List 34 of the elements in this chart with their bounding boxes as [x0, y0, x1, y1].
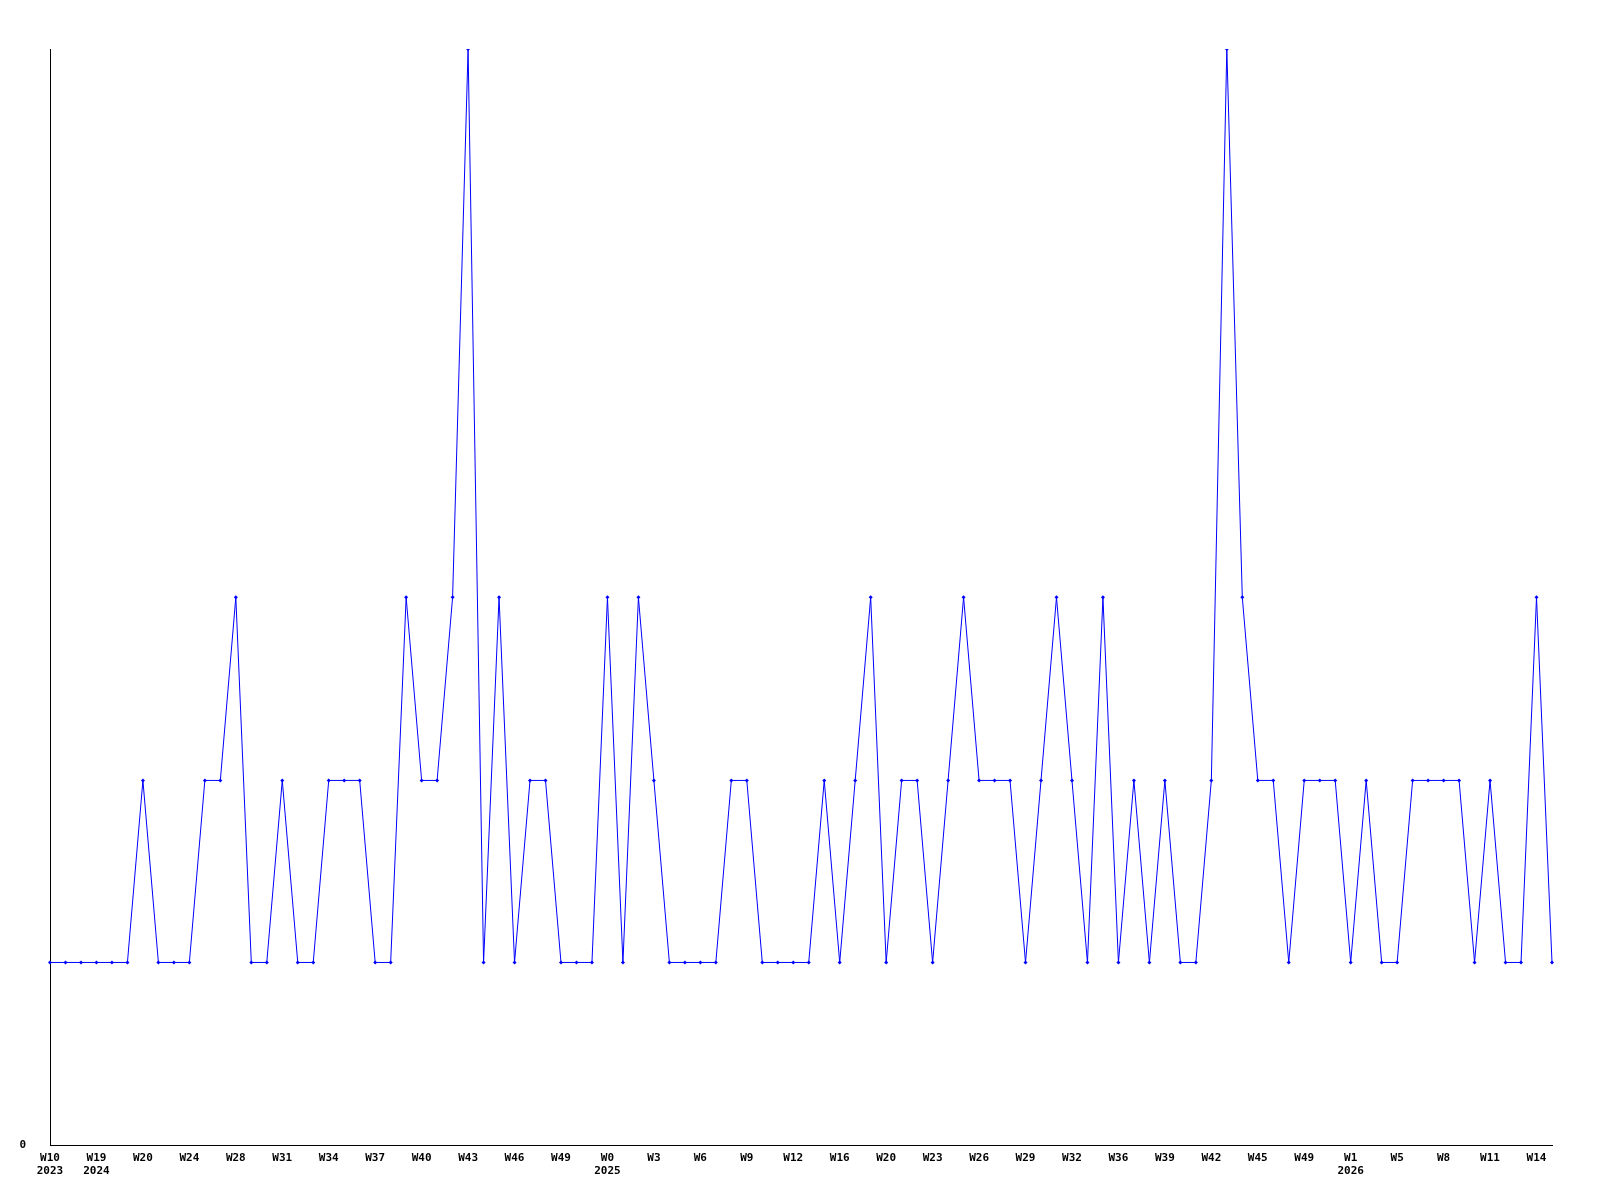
- x-tick-label: W45: [1247, 1151, 1268, 1165]
- x-tick-label: W32: [1062, 1151, 1082, 1165]
- x-tick-label: W0 2025: [594, 1151, 621, 1178]
- x-tick-label: W23: [922, 1151, 943, 1165]
- x-tick-label: W46: [504, 1151, 525, 1165]
- x-tick-label: W29: [1015, 1151, 1036, 1165]
- x-tick-label: W19 2024: [83, 1151, 111, 1178]
- x-tick-label: W9: [740, 1151, 754, 1165]
- x-tick-label: W14: [1526, 1151, 1547, 1165]
- x-tick-label: W24: [179, 1151, 200, 1165]
- x-tick-label: W11: [1480, 1151, 1501, 1165]
- x-tick-label: W10 2023: [36, 1151, 64, 1178]
- x-tick-label: W8: [1436, 1151, 1451, 1165]
- text: 0: [19, 1138, 26, 1152]
- x-tick-label: W31: [272, 1151, 293, 1165]
- x-tick-label: W49: [1294, 1151, 1315, 1165]
- x-tick-label: W42: [1201, 1151, 1222, 1165]
- x-tick-label: W34: [318, 1151, 340, 1165]
- x-tick-label: W43: [458, 1151, 479, 1165]
- x-tick-label: W28: [225, 1151, 246, 1165]
- x-tick-label: W40: [411, 1151, 432, 1165]
- x-tick-label: W20: [876, 1151, 897, 1165]
- x-tick-label: W37: [365, 1151, 386, 1165]
- x-tick-label: W36: [1108, 1151, 1129, 1165]
- x-tick-label: W3: [647, 1151, 661, 1165]
- x-tick-label: W5: [1390, 1151, 1404, 1165]
- x-tick-label: W49: [551, 1151, 571, 1165]
- x-tick-label: W16: [829, 1151, 851, 1165]
- x-tick-label: W39: [1154, 1151, 1175, 1165]
- x-tick-label: W12: [783, 1151, 804, 1165]
- x-tick-label: W20: [132, 1151, 153, 1165]
- x-tick-label: W1 2026: [1337, 1151, 1365, 1178]
- x-tick-label: W6: [693, 1151, 708, 1165]
- x-tick-label: W26: [969, 1151, 990, 1165]
